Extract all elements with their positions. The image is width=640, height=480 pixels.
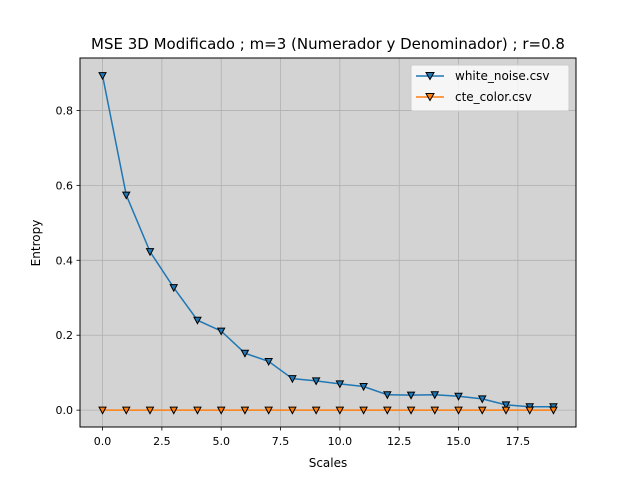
data-point [216,327,226,336]
data-point [430,406,440,415]
x-tick-label: 15.0 [446,435,471,448]
data-point [264,357,274,366]
data-point [311,406,321,415]
plot-area [80,58,576,427]
x-tick-label: 7.5 [272,435,290,448]
series-group [98,72,558,415]
y-tick-label: 0.8 [56,104,74,117]
data-point [311,377,321,386]
legend-label-cte-color: cte_color.csv [455,90,532,104]
x-tick-label: 12.5 [387,435,412,448]
data-point [335,406,345,415]
x-axis-label: Scales [309,456,348,470]
data-point [121,191,131,200]
data-point [359,383,368,392]
y-tick-label: 0.2 [56,329,74,342]
data-point [193,316,202,325]
data-point [216,406,226,415]
data-point [98,72,107,81]
data-point [169,284,179,293]
data-point [335,380,345,389]
y-tick-label: 0.6 [56,179,74,192]
data-point [264,406,274,415]
series-line [101,75,554,408]
data-point [382,391,392,400]
data-point [145,248,155,257]
data-point [169,406,179,415]
x-tick-label: 2.5 [153,435,171,448]
plot-frame [79,57,577,428]
data-point [121,406,131,415]
data-point [501,401,511,410]
data-point [430,391,440,400]
data-point [240,349,250,358]
x-tick-label: 10.0 [328,435,353,448]
data-point [549,406,558,415]
data-point [382,406,392,415]
data-point [240,406,250,415]
y-ticks: 0.0 0.2 0.4 0.6 0.8 [56,104,80,417]
data-point [193,406,202,415]
data-point [525,406,535,415]
data-point [454,392,463,401]
x-tick-label: 0.0 [94,435,112,448]
chart-title: MSE 3D Modificado ; m=3 (Numerador y Den… [91,35,565,53]
x-tick-label: 17.5 [506,435,531,448]
legend-marker-white-noise [425,72,435,81]
legend-label-white-noise: white_noise.csv [455,69,550,83]
legend-box [410,64,570,112]
y-tick-label: 0.0 [56,404,74,417]
legend-marker-cte-color [425,93,435,102]
data-point [477,406,487,415]
data-point [288,375,297,384]
data-point [359,406,368,415]
x-ticks: 0.0 2.5 5.0 7.5 10.0 12.5 15.0 17.5 [94,427,530,448]
data-point [477,395,487,404]
data-point [98,406,107,415]
data-point [406,391,416,400]
y-axis-label: Entropy [29,220,43,267]
data-point [145,406,155,415]
x-tick-label: 5.0 [212,435,230,448]
legend: white_noise.csv cte_color.csv [410,64,570,112]
data-point [406,406,416,415]
data-point [454,406,463,415]
y-tick-label: 0.4 [56,254,74,267]
data-point [501,406,511,415]
data-point [288,406,297,415]
